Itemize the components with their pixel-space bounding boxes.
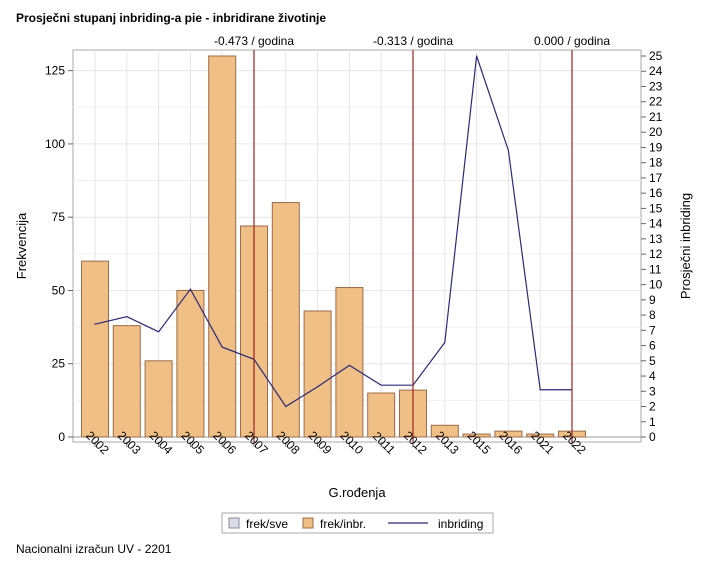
legend-swatch-frek-sve xyxy=(228,517,240,529)
y2-tick-label: 23 xyxy=(649,79,663,93)
y2-tick-label: 15 xyxy=(649,201,663,215)
plot-frame xyxy=(72,49,642,443)
y-axis-left: 0 25 50 75 100 125 xyxy=(45,64,73,444)
legend: frek/sve frek/inbr. inbriding xyxy=(221,512,494,534)
y2-tick-label: 10 xyxy=(649,278,663,292)
inbriding-point-2005 xyxy=(189,288,191,290)
bar-2015 xyxy=(462,433,491,438)
reference-lines: -0.473 / godina -0.313 / godina 0.000 / go… xyxy=(214,34,610,442)
y2-tick-label: 24 xyxy=(649,64,663,78)
inbriding-point-2015 xyxy=(476,55,478,57)
y2-tick-label: 12 xyxy=(649,247,663,261)
inbriding-point-2008 xyxy=(285,405,287,408)
ref-label-2012: -0.313 / godina xyxy=(373,34,453,48)
y2-tick-label: 6 xyxy=(649,339,656,353)
y2-tick-label: 2 xyxy=(649,400,656,414)
inbriding-point-2013 xyxy=(444,341,446,344)
y2-tick-label: 11 xyxy=(649,262,662,276)
y2-axis-label: Prosječni inbriding xyxy=(678,193,693,299)
y-tick-label: 50 xyxy=(52,283,66,297)
inbriding-point-2003 xyxy=(126,316,128,318)
inbriding-point-2021 xyxy=(539,389,541,391)
bar-2006 xyxy=(208,55,237,438)
ref-label-2022: 0.000 / godina xyxy=(534,34,610,48)
bar-2004 xyxy=(144,360,173,438)
bar-2016 xyxy=(494,430,523,438)
x-tick-label-2015: 2015 xyxy=(465,428,494,457)
y2-tick-label: 0 xyxy=(649,430,656,444)
y2-tick-label: 3 xyxy=(649,384,656,398)
bar-2008 xyxy=(271,202,300,438)
y2-tick-label: 21 xyxy=(649,110,663,124)
inbriding-point-2009 xyxy=(317,386,319,388)
y-axis-label: Frekvencija xyxy=(14,212,29,279)
y2-tick-label: 18 xyxy=(649,156,663,170)
y-tick-label: 0 xyxy=(58,430,65,444)
legend-box xyxy=(221,512,494,534)
bar-2003 xyxy=(112,325,141,438)
legend-swatch-frek-inbr xyxy=(302,517,314,529)
y2-tick-label: 9 xyxy=(649,293,656,307)
inbriding-line xyxy=(94,55,572,408)
y-tick-label: 100 xyxy=(45,137,65,151)
legend-label-frek-sve: frek/sve xyxy=(246,517,288,531)
inbriding-point-2010 xyxy=(348,364,350,366)
x-axis-label: G.rođenja xyxy=(328,485,386,500)
y2-tick-label: 17 xyxy=(649,171,663,185)
y2-tick-label: 16 xyxy=(649,186,663,200)
inbriding-point-2004 xyxy=(158,331,160,333)
y-axis-right: 0123456789101112131415161718192021222324… xyxy=(641,49,663,444)
bar-2021 xyxy=(526,433,555,438)
y2-tick-label: 14 xyxy=(649,217,663,231)
y2-tick-label: 7 xyxy=(649,323,656,337)
y2-tick-label: 1 xyxy=(649,415,656,429)
inbriding-line-group xyxy=(94,55,573,408)
y2-tick-label: 19 xyxy=(649,140,663,154)
legend-label-inbriding: inbriding xyxy=(438,517,483,531)
y2-tick-label: 5 xyxy=(649,354,656,368)
inbriding-point-2002 xyxy=(94,323,96,325)
y-tick-label: 25 xyxy=(52,357,66,371)
y-tick-label: 75 xyxy=(52,210,66,224)
chart-title: Prosječni stupanj inbriding-a pie - inbr… xyxy=(16,11,326,25)
footer-text: Nacionalni izračun UV - 2201 xyxy=(16,542,172,556)
y2-tick-label: 13 xyxy=(649,232,663,246)
bar-2010 xyxy=(335,287,364,438)
bars xyxy=(81,55,586,438)
ref-label-2007: -0.473 / godina xyxy=(214,34,294,48)
inbriding-point-2006 xyxy=(221,346,223,348)
inbriding-point-2011 xyxy=(380,384,382,386)
y-tick-label: 125 xyxy=(45,64,65,78)
bar-2011 xyxy=(367,392,396,438)
legend-label-frek-inbr: frek/inbr. xyxy=(320,517,366,531)
x-tick-label-2021: 2021 xyxy=(528,428,557,457)
y2-tick-label: 4 xyxy=(649,369,656,383)
bar-2013 xyxy=(430,424,459,438)
bar-2009 xyxy=(303,310,332,438)
y2-tick-label: 20 xyxy=(649,125,663,139)
y2-tick-label: 25 xyxy=(649,49,663,63)
y2-tick-label: 8 xyxy=(649,308,656,322)
y2-tick-label: 22 xyxy=(649,95,663,109)
bar-2002 xyxy=(81,260,109,438)
bar-2005 xyxy=(176,289,205,438)
inbriding-point-2016 xyxy=(507,149,509,152)
